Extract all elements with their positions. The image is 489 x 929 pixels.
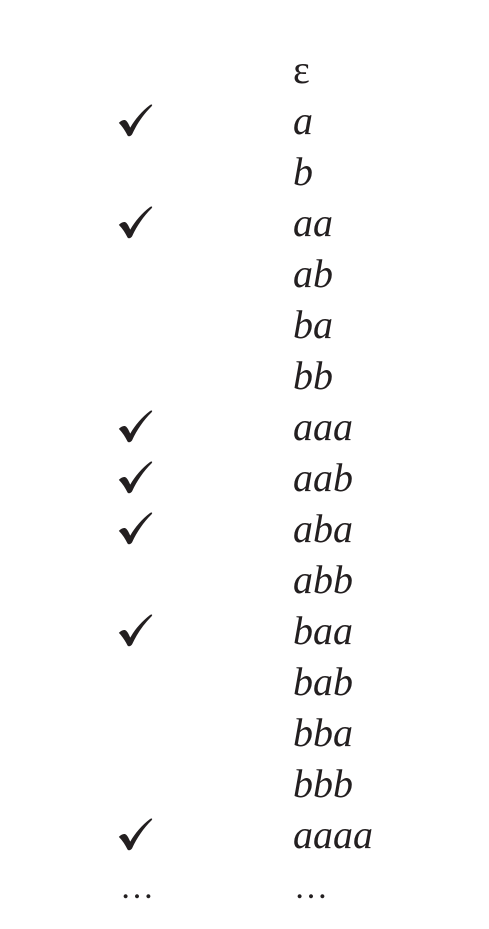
table-row: abb	[0, 554, 489, 605]
check-slot	[116, 350, 160, 401]
table-row: bb	[0, 350, 489, 401]
word-label: bbb	[293, 761, 353, 806]
check-slot	[116, 44, 160, 95]
table-row: ε	[0, 44, 489, 95]
check-slot	[116, 758, 160, 809]
table-row: aaaa	[0, 809, 489, 860]
check-slot	[116, 248, 160, 299]
continuation-row: … …	[0, 862, 489, 913]
word-label: baa	[293, 608, 353, 653]
check-mark-icon	[118, 205, 153, 238]
check-mark-shape	[118, 103, 153, 136]
check-mark-icon	[118, 613, 153, 646]
check-slot	[116, 503, 160, 554]
table-row: aa	[0, 197, 489, 248]
table-row: ab	[0, 248, 489, 299]
word-label: bb	[293, 353, 333, 398]
continuation-left: …	[120, 869, 157, 906]
table-row: ba	[0, 299, 489, 350]
word-label: a	[293, 98, 313, 143]
continuation-right: …	[294, 869, 331, 906]
word-label: aab	[293, 455, 353, 500]
word-label: aba	[293, 506, 353, 551]
word-label: b	[293, 149, 313, 194]
table-row: aaa	[0, 401, 489, 452]
check-slot	[116, 401, 160, 452]
check-mark-shape	[118, 205, 153, 238]
check-slot	[116, 95, 160, 146]
word-label: ε	[293, 47, 310, 92]
table-row: aba	[0, 503, 489, 554]
check-mark-shape	[118, 511, 153, 544]
check-slot	[116, 452, 160, 503]
check-slot	[116, 707, 160, 758]
check-slot	[116, 656, 160, 707]
check-mark-icon	[118, 460, 153, 493]
check-slot	[116, 146, 160, 197]
check-mark-shape	[118, 817, 153, 850]
check-slot	[116, 605, 160, 656]
check-slot	[116, 197, 160, 248]
check-mark-shape	[118, 613, 153, 646]
word-label: ba	[293, 302, 333, 347]
table-row: bbb	[0, 758, 489, 809]
word-label: bab	[293, 659, 353, 704]
word-label: aa	[293, 200, 333, 245]
check-mark-shape	[118, 409, 153, 442]
check-slot	[116, 809, 160, 860]
table-row: b	[0, 146, 489, 197]
word-label: abb	[293, 557, 353, 602]
word-label: aaaa	[293, 812, 373, 857]
check-slot	[116, 554, 160, 605]
table-row: a	[0, 95, 489, 146]
check-mark-shape	[118, 460, 153, 493]
check-mark-icon	[118, 409, 153, 442]
word-label: ab	[293, 251, 333, 296]
table-row: baa	[0, 605, 489, 656]
check-mark-icon	[118, 511, 153, 544]
check-slot	[116, 299, 160, 350]
word-label: bba	[293, 710, 353, 755]
check-mark-icon	[118, 103, 153, 136]
check-mark-icon	[118, 817, 153, 850]
table-row: bba	[0, 707, 489, 758]
table-row: aab	[0, 452, 489, 503]
word-label: aaa	[293, 404, 353, 449]
table-row: bab	[0, 656, 489, 707]
